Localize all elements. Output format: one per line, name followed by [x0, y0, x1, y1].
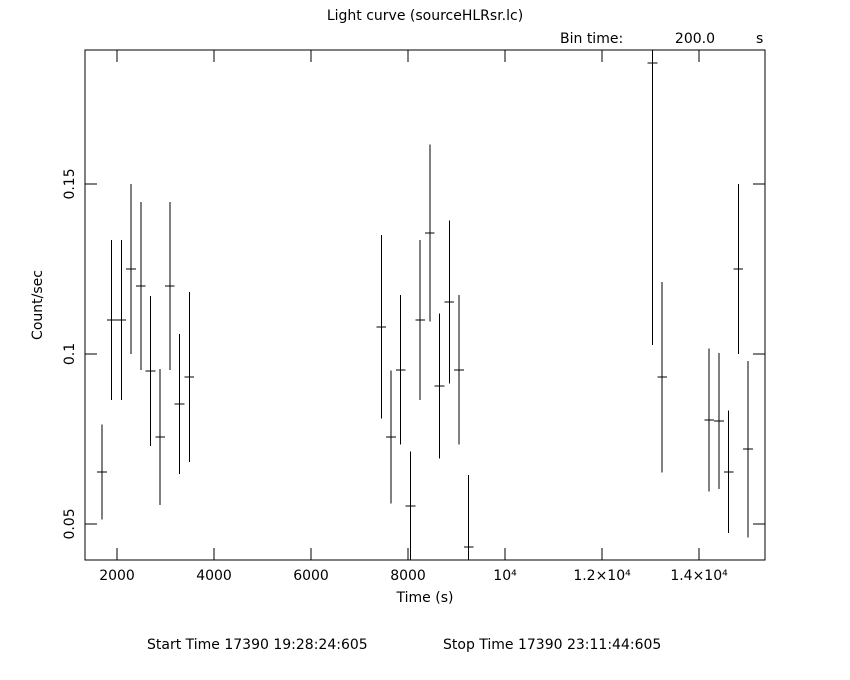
y-axis-label: Count/sec: [30, 270, 46, 340]
chart-title: Light curve (sourceHLRsr.lc): [327, 8, 523, 24]
x-tick-label: 8000: [390, 568, 426, 584]
start-time: Start Time 17390 19:28:24:605: [147, 637, 368, 653]
x-tick-label: 1.2×10⁴: [573, 568, 631, 584]
x-tick-label: 6000: [293, 568, 329, 584]
y-tick-label: 0.15: [62, 168, 78, 199]
x-tick-label: 10⁴: [493, 568, 517, 584]
plot-frame: [84, 49, 766, 561]
y-tick-label: 0.1: [62, 343, 78, 365]
bin-time-value: 200.0: [675, 31, 715, 47]
bin-time-label: Bin time:: [560, 31, 623, 47]
x-tick-label: 2000: [99, 568, 135, 584]
x-tick-label: 1.4×10⁴: [670, 568, 728, 584]
stop-time: Stop Time 17390 23:11:44:605: [443, 637, 661, 653]
plot-area: [97, 50, 753, 560]
y-tick-label: 0.05: [62, 508, 78, 539]
bin-time-unit: s: [756, 31, 763, 47]
x-tick-label: 4000: [196, 568, 232, 584]
x-axis-label: Time (s): [396, 590, 454, 606]
